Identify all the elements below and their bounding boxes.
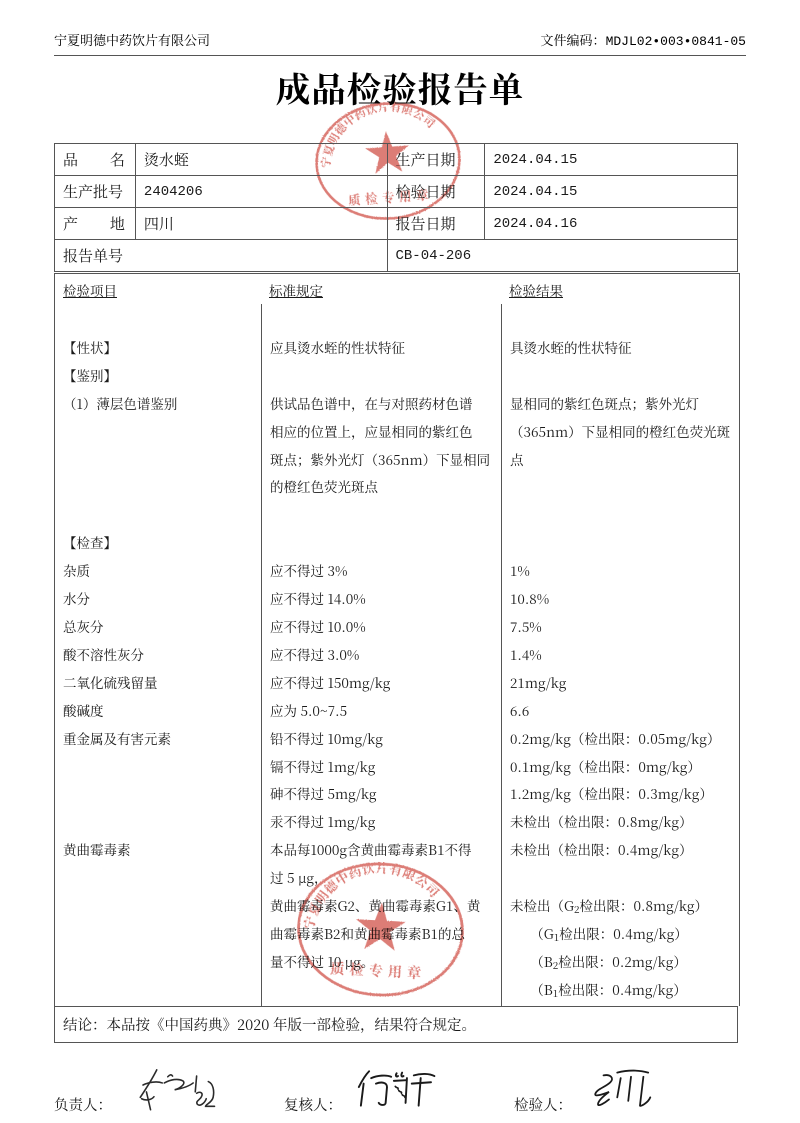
svg-text:质检专用章: 质检专用章 <box>330 958 427 983</box>
